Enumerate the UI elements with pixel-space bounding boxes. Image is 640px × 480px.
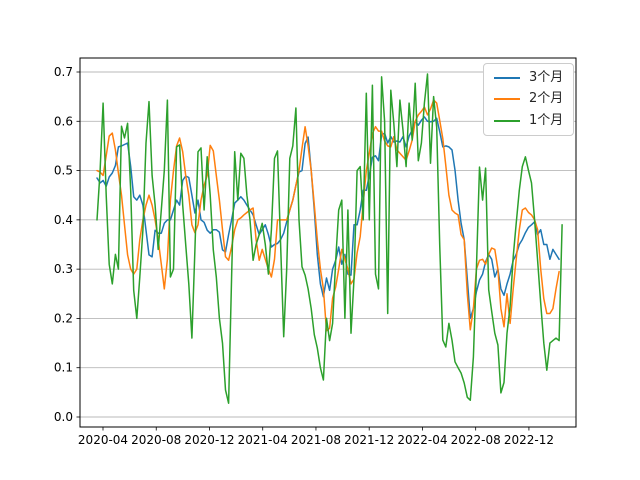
legend: 3个月 2个月 1个月 (483, 63, 575, 136)
y-tick-label: 0.6 (54, 114, 73, 128)
legend-label: 3个月 (529, 70, 564, 85)
x-tick-label: 2021-08 (291, 433, 341, 447)
legend-label: 2个月 (529, 91, 564, 107)
series-line-3个月 (96, 116, 560, 320)
y-tick-label: 0.3 (54, 262, 73, 276)
x-tick-label: 2020-04 (78, 433, 128, 447)
series-line-1个月 (96, 73, 563, 404)
x-tick-label: 2020-08 (131, 433, 181, 447)
y-tick-label: 0.5 (54, 164, 73, 178)
axes-box (79, 57, 577, 428)
x-tick-label: 2021-12 (344, 433, 394, 447)
series-lines (96, 73, 563, 404)
axis-ticks (76, 71, 530, 431)
x-tick-label: 2022-04 (397, 433, 447, 447)
x-tick-label: 2020-12 (184, 433, 234, 447)
legend-label: 1个月 (529, 112, 564, 128)
x-tick-label: 2022-08 (451, 433, 501, 447)
legend-line-swatch (494, 119, 520, 122)
gridlines (80, 71, 576, 418)
y-tick-label: 0.7 (54, 65, 73, 79)
legend-item: 3个月 (494, 70, 564, 85)
legend-line-swatch (494, 98, 520, 101)
legend-line-swatch (494, 77, 520, 80)
y-tick-label: 0.0 (54, 410, 73, 424)
legend-item: 2个月 (494, 91, 564, 107)
x-tick-label: 2021-04 (238, 433, 288, 447)
x-tick-label: 2022-12 (504, 433, 554, 447)
legend-item: 1个月 (494, 112, 564, 128)
y-tick-label: 0.2 (54, 311, 73, 325)
y-tick-label: 0.4 (54, 213, 73, 227)
y-tick-label: 0.1 (54, 361, 73, 375)
